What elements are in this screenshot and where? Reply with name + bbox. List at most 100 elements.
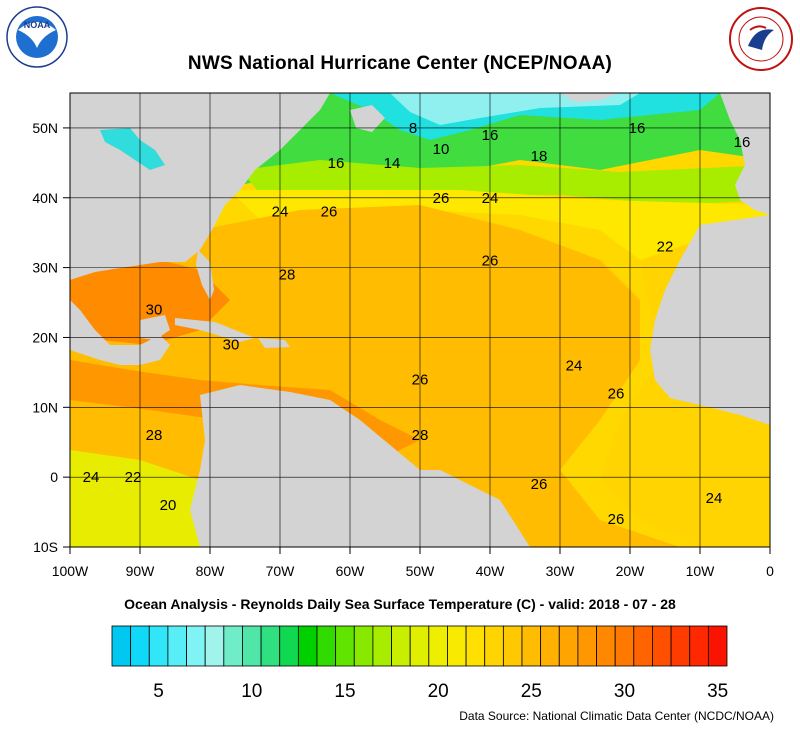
noaa-logo: NOAA [6, 6, 68, 68]
contour-label: 8 [409, 120, 417, 137]
contour-label: 24 [706, 490, 723, 507]
land-mexico-central-america [70, 300, 170, 365]
contour-label: 10 [433, 141, 450, 158]
axis-ticks: 100W 90W 80W 70W 60W 50W 40W 30W 20W 10W 0 50N 40N 30… [32, 120, 774, 579]
contour-label: 14 [384, 155, 401, 172]
colorbar-swatch [689, 625, 709, 667]
lon-tick-label: 70W [266, 563, 296, 579]
colorbar: 5 10 15 20 25 30 35 [111, 625, 728, 702]
lon-tick-label: 40W [476, 563, 506, 579]
colorbar-label: 10 [241, 681, 262, 702]
colorbar-swatch [391, 625, 411, 667]
lat-tick-label: 40N [32, 190, 58, 206]
lon-tick-label: 100W [52, 563, 89, 579]
contour-labels: 8 10 16 18 16 16 14 16 26 24 24 26 22 26 28 30 30 24 26 26 2… [83, 120, 751, 528]
colorbar-swatch [167, 625, 187, 667]
lat-tick-label: 0 [50, 469, 58, 485]
lat-tick-label: 30N [32, 260, 58, 276]
colorbar-swatch [633, 625, 653, 667]
colorbar-swatch [447, 625, 467, 667]
contour-label: 18 [531, 148, 548, 165]
lat-tick-label: 10S [33, 539, 58, 555]
contour-label: 24 [482, 190, 499, 207]
contour-label: 26 [608, 511, 625, 528]
lat-tick-label: 50N [32, 120, 58, 136]
land-florida [196, 250, 214, 300]
contour-label: 28 [279, 267, 296, 284]
contour-label: 22 [657, 239, 674, 256]
land-newfoundland [350, 105, 385, 132]
colorbar-label: 15 [334, 681, 355, 702]
chart-title: NWS National Hurricane Center (NCEP/NOAA… [187, 53, 613, 74]
contour-label: 26 [482, 253, 499, 270]
colorbar-swatch [484, 625, 504, 667]
lon-tick-label: 60W [336, 563, 366, 579]
lon-tick-label: 0 [766, 563, 774, 579]
lon-tick-label: 30W [546, 563, 576, 579]
great-lakes [100, 128, 165, 170]
contour-label: 28 [146, 427, 163, 444]
lat-tick-label: 10N [32, 399, 58, 415]
contour-label: 16 [734, 134, 751, 151]
colorbar-swatch [242, 625, 262, 667]
colorbar-swatch [223, 625, 243, 667]
colorbar-label: 30 [614, 681, 635, 702]
colorbar-swatch [652, 625, 672, 667]
colorbar-swatch [577, 625, 597, 667]
lon-tick-label: 20W [616, 563, 646, 579]
land-greenland-tip [560, 93, 620, 102]
contour-label: 30 [223, 336, 240, 353]
colorbar-swatch [353, 625, 374, 667]
land-europe [720, 93, 770, 215]
contour-label: 26 [433, 190, 450, 207]
colorbar-swatch [260, 625, 281, 667]
contour-label: 16 [629, 120, 646, 137]
lat-tick-label: 20N [32, 329, 58, 345]
contour-label: 26 [531, 476, 548, 493]
colorbar-swatch [316, 625, 337, 667]
contour-label: 24 [272, 204, 289, 221]
contour-label: 22 [125, 469, 142, 486]
colorbar-swatch [148, 625, 169, 667]
contour-label: 16 [328, 155, 345, 172]
contour-label: 26 [321, 204, 338, 221]
colorbar-swatch [409, 625, 430, 667]
colorbar-label: 20 [428, 681, 449, 702]
colorbar-swatch [372, 625, 392, 667]
lon-tick-label: 10W [686, 563, 716, 579]
chart-subtitle: Ocean Analysis - Reynolds Daily Sea Surf… [124, 596, 676, 612]
colorbar-swatch [540, 625, 560, 667]
colorbar-swatch [130, 625, 150, 667]
colorbar-swatch [670, 625, 691, 667]
contour-label: 26 [608, 385, 625, 402]
land-hispaniola [258, 338, 290, 348]
colorbar-swatch [596, 625, 616, 667]
colorbar-swatch [186, 625, 206, 667]
lon-tick-label: 50W [406, 563, 436, 579]
contour-label: 24 [83, 469, 100, 486]
contour-label: 30 [146, 302, 163, 319]
svg-text:NOAA: NOAA [24, 20, 51, 30]
contour-label: 28 [412, 427, 429, 444]
contour-label: 20 [160, 497, 177, 514]
colorbar-swatch [558, 625, 579, 667]
lon-tick-label: 90W [126, 563, 156, 579]
colorbar-swatch [204, 625, 225, 667]
colorbar-swatch [521, 625, 542, 667]
nws-logo [729, 7, 793, 71]
colorbar-label: 25 [521, 681, 542, 702]
colorbar-swatch [502, 625, 523, 667]
sst-band-temperate [230, 190, 770, 300]
colorbar-swatch [111, 625, 132, 667]
colorbar-swatch [614, 625, 635, 667]
colorbar-swatch [297, 625, 318, 667]
colorbar-swatch [335, 625, 355, 667]
colorbar-label: 35 [707, 681, 728, 702]
land-yucatan [140, 315, 170, 340]
contour-label: 16 [482, 127, 499, 144]
lon-tick-label: 80W [196, 563, 226, 579]
graticule [70, 93, 770, 547]
colorbar-swatch [465, 625, 486, 667]
contour-label: 24 [566, 357, 583, 374]
